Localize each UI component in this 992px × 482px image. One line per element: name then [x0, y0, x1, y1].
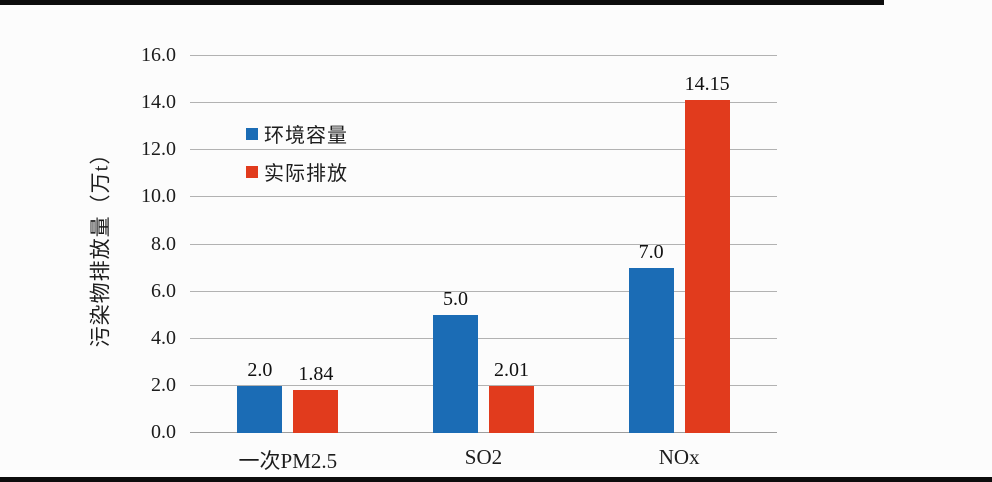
gridline-y-16: [190, 55, 777, 56]
bar-value-label: 2.01: [493, 358, 529, 381]
gridline-y-12: [190, 149, 777, 151]
bar-value-label: 5.0: [442, 288, 468, 311]
gridline-y-0: [190, 432, 777, 433]
legend-item-actual: 实际排放: [246, 157, 348, 186]
plot-area: 0.0 2.0 4.0 6.0 8.0 10.0 12.0 14.0 16.0 2.0 1.84 一次…: [141, 44, 777, 473]
bar-capacity-2: [432, 315, 478, 433]
bar-group-1: 2.0 1.84: [190, 360, 386, 433]
bar-actual-3: [684, 99, 730, 433]
gridline-y-4: [190, 337, 777, 339]
gridline-y-2: [190, 384, 777, 386]
gridline-y-8: [190, 243, 777, 245]
legend-item-capacity: 环境容量: [246, 119, 348, 148]
bar-wrap: 1.84: [293, 364, 339, 433]
y-tick-label: 0.0: [151, 421, 176, 443]
y-tick-label: 16.0: [141, 44, 176, 66]
legend: 环境容量 实际排放: [246, 119, 348, 186]
bar-group-3: 7.0 14.15: [581, 74, 777, 433]
y-tick-label: 14.0: [141, 91, 176, 114]
bar-value-label: 14.15: [684, 72, 730, 95]
gridline-y-14: [190, 102, 777, 104]
letterbox-bottom: [0, 477, 992, 482]
bar-wrap: 14.15: [684, 74, 730, 433]
gridline-y-10: [190, 196, 777, 198]
bar-actual-1: [293, 389, 339, 433]
letterbox-top: [0, 0, 884, 5]
legend-label: 环境容量: [264, 125, 348, 147]
x-category-label: 一次PM2.5: [238, 449, 338, 473]
x-category-label: SO2: [464, 445, 503, 469]
bar-wrap: 2.0: [237, 360, 283, 433]
legend-swatch-icon: [246, 127, 258, 140]
y-tick-label: 10.0: [141, 185, 176, 208]
bar-value-label: 1.84: [298, 362, 334, 385]
bar-capacity-3: [628, 268, 674, 433]
bar-actual-2: [488, 385, 534, 433]
bar-value-label: 7.0: [638, 241, 664, 264]
y-tick-label: 12.0: [141, 138, 176, 161]
legend-swatch-icon: [246, 165, 258, 178]
bar-wrap: 7.0: [628, 242, 674, 433]
legend-label: 实际排放: [264, 163, 348, 185]
bar-value-label: 2.0: [247, 358, 273, 381]
y-tick-label: 6.0: [151, 279, 176, 302]
x-category-label: NOx: [658, 445, 700, 469]
bar-capacity-1: [237, 385, 283, 433]
gridline-y-6: [190, 290, 777, 292]
y-tick-label: 4.0: [151, 326, 176, 349]
y-tick-label: 8.0: [151, 232, 176, 255]
bar-wrap: 5.0: [432, 289, 478, 433]
bar-wrap: 2.01: [488, 360, 534, 433]
bar-group-2: 5.0 2.01: [386, 289, 582, 433]
y-tick-label: 2.0: [151, 373, 176, 396]
